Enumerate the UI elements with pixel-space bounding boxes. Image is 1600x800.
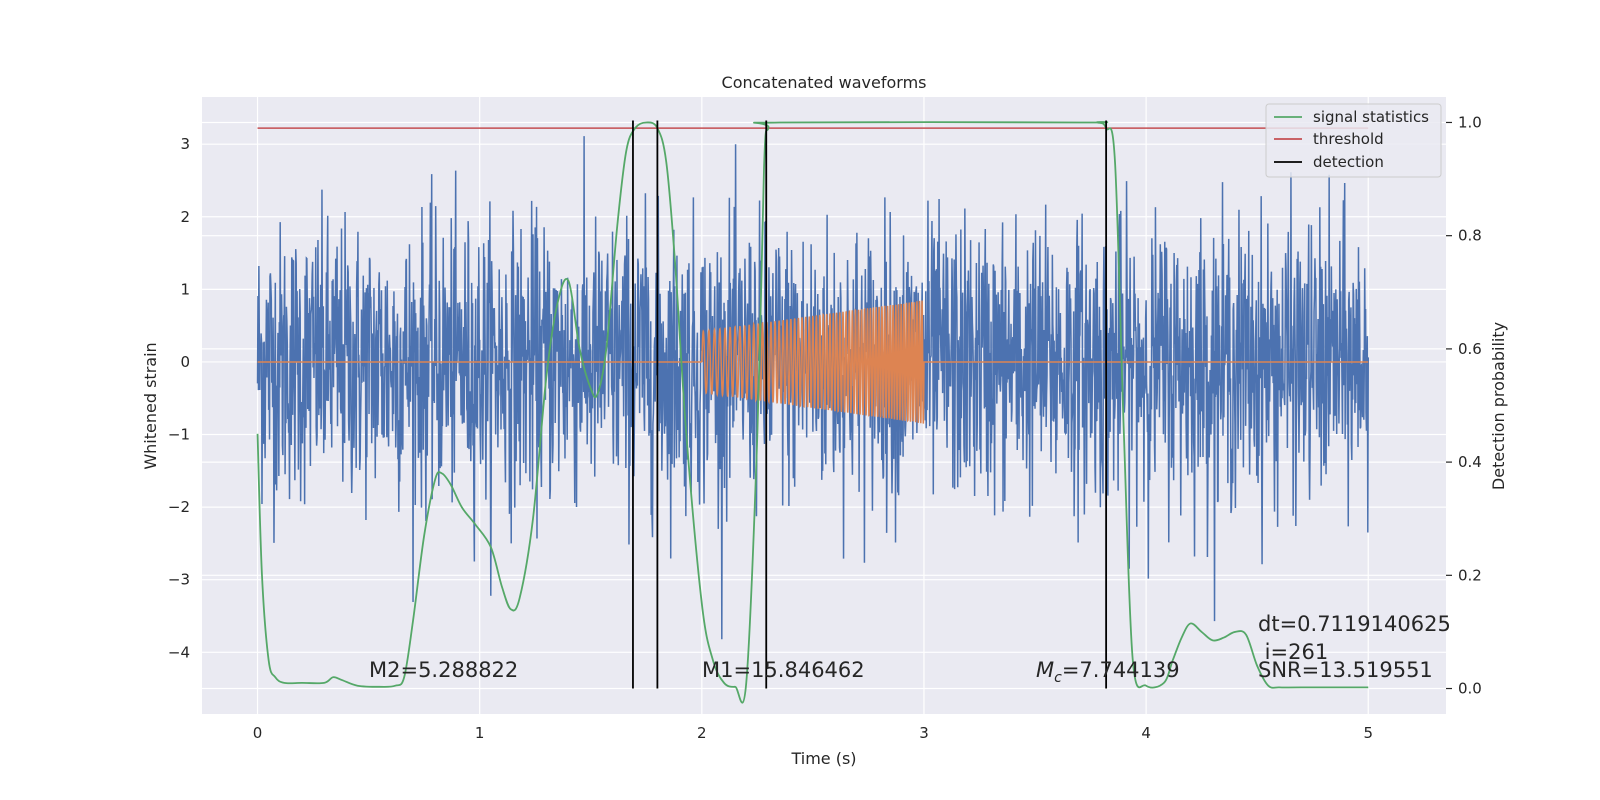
annotation-m1: M1=15.846462 xyxy=(702,658,865,682)
y-axis-label: Whitened strain xyxy=(141,342,160,469)
x-tick-label: 3 xyxy=(919,724,929,742)
whitened-strain-line xyxy=(256,136,1369,640)
legend-label-signal-statistics: signal statistics xyxy=(1313,108,1429,126)
legend-box xyxy=(1265,103,1442,178)
y-tick-label: 2 xyxy=(180,208,190,226)
y-tick-label: 3 xyxy=(180,135,190,153)
chart-title: Concatenated waveforms xyxy=(722,73,927,92)
y-tick-label: 0 xyxy=(180,353,190,371)
legend-label-detection: detection xyxy=(1313,153,1384,171)
x-tick-label: 4 xyxy=(1141,724,1151,742)
y2-tick-label: 0.6 xyxy=(1458,340,1482,358)
y2-tick-label: 0.8 xyxy=(1458,227,1482,245)
annotation-m2: M2=5.288822 xyxy=(369,658,518,682)
injected-signal-line xyxy=(257,300,1369,424)
y2-tick-label: 1.0 xyxy=(1458,113,1482,131)
annotation-dt: dt=0.7119140625 xyxy=(1258,612,1451,636)
legend-label-threshold: threshold xyxy=(1313,130,1384,148)
right-axis-ticks: 0.0 0.2 0.4 0.6 0.8 1.0 xyxy=(1446,113,1482,698)
x-tick-label: 5 xyxy=(1363,724,1373,742)
y2-tick-label: 0.2 xyxy=(1458,566,1482,584)
y2-tick-label: 0.0 xyxy=(1458,680,1482,698)
detection-lines xyxy=(632,120,1108,689)
y2-tick-label: 0.4 xyxy=(1458,453,1482,471)
y-tick-label: −2 xyxy=(168,498,190,516)
left-axis-ticks: −4 −3 −2 −1 0 1 2 3 xyxy=(168,135,190,661)
signal-statistics-line xyxy=(256,121,1369,704)
y-tick-label: −4 xyxy=(168,643,190,661)
y2-axis-label: Detection probability xyxy=(1489,322,1508,490)
annotations: M2=5.288822 M1=15.846462 Mc=7.744139 dt=… xyxy=(369,612,1451,686)
annotation-mc-subscript: c xyxy=(1054,670,1062,686)
annotation-mc-symbol: M xyxy=(1036,658,1054,682)
legend: signal statistics threshold detection xyxy=(1265,103,1442,178)
y-tick-label: −1 xyxy=(168,426,190,444)
x-tick-label: 2 xyxy=(697,724,707,742)
annotation-mc-value: =7.744139 xyxy=(1062,658,1180,682)
y-tick-label: −3 xyxy=(168,571,190,589)
annotation-mc: Mc=7.744139 xyxy=(1036,658,1180,686)
x-axis-ticks: 0 1 2 3 4 5 xyxy=(253,724,1373,742)
annotation-snr: SNR=13.519551 xyxy=(1258,658,1433,682)
y-tick-label: 1 xyxy=(180,280,190,298)
x-axis-label: Time (s) xyxy=(790,749,856,768)
x-tick-label: 1 xyxy=(475,724,485,742)
x-tick-label: 0 xyxy=(253,724,263,742)
annotation-index: i=261 xyxy=(1258,640,1328,664)
